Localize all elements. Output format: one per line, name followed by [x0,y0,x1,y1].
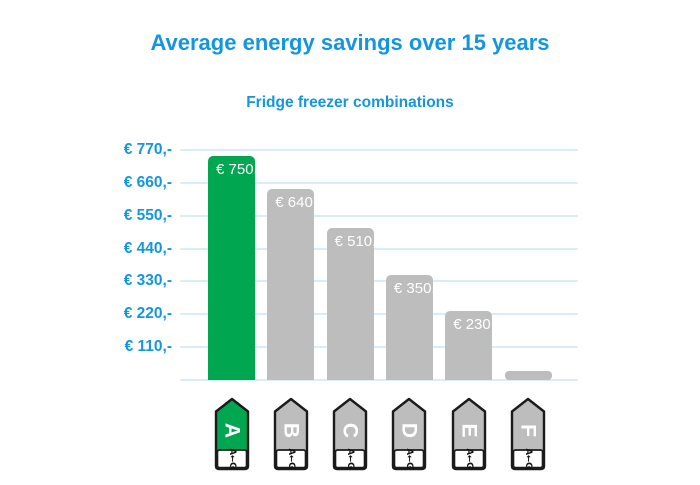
y-tick-label-550: € 550,- [123,206,172,224]
gridline-0 [180,379,578,381]
y-axis-labels: € 770,- € 660,- € 550,- € 440,- € 330,- € 220… [0,141,172,380]
chart-title: Average energy savings over 15 years [150,30,550,55]
gridline-550 [180,214,578,217]
bar-C: € 510,- [326,227,381,380]
bar-A: € 750,- [208,155,263,380]
bar-value-label-E: € 230,- [453,316,500,334]
svg-text:A: A [220,423,243,438]
energy-class-B-tag-icon: B A←G [273,397,309,471]
svg-text:A←G: A←G [227,448,237,469]
energy-class-C-tag-icon: C A←G [332,397,368,471]
bar-value-label-C: € 510,- [334,232,382,250]
svg-text:F: F [517,424,540,437]
svg-text:C: C [339,423,362,438]
svg-text:A←G: A←G [523,448,533,469]
gridline-330 [180,280,578,283]
bar-value-label-A: € 750,- [216,160,263,178]
y-tick-label-660: € 660,- [123,173,172,191]
y-tick-label-110: € 110,- [124,338,172,356]
gridline-770 [180,149,578,151]
energy-class-E-tag-icon: E A←G [451,397,487,471]
svg-text:D: D [398,423,421,438]
gridline-220 [180,313,578,316]
svg-text:B: B [279,423,302,438]
bar-D: € 350,- [385,275,441,380]
bar-B: € 640,- [267,188,322,380]
energy-class-D-tag-icon: D A←G [391,397,427,471]
y-tick-label-220: € 220,- [123,305,172,323]
gridline-110 [180,346,578,349]
y-tick-label-440: € 440,- [123,239,172,257]
y-tick-label-770: € 770,- [123,141,172,158]
bar-value-label-D: € 350,- [393,280,441,298]
svg-text:E: E [457,423,480,437]
bar-E: € 230,- [445,311,500,380]
svg-text:A←G: A←G [404,448,414,469]
svg-text:A←G: A←G [286,448,296,469]
y-tick-label-330: € 330,- [123,272,172,290]
energy-class-A-tag-icon: A A←G [214,397,250,471]
x-axis-energy-class-labels: A A←G B A←G C A←G D A←G E A←G F A←G [180,397,578,473]
svg-text:A←G: A←G [464,448,474,469]
gridline-660 [180,181,578,184]
energy-class-F-tag-icon: F A←G [510,397,546,471]
bar-value-label-B: € 640,- [275,193,322,211]
bar-F [504,371,552,380]
bar-chart-plot-area: € 750,- € 640,- € 510,- € 350,- € 230,- [180,149,578,381]
gridline-440 [180,247,578,250]
svg-text:A←G: A←G [345,448,355,469]
chart-subtitle: Fridge freezer combinations [246,94,454,111]
